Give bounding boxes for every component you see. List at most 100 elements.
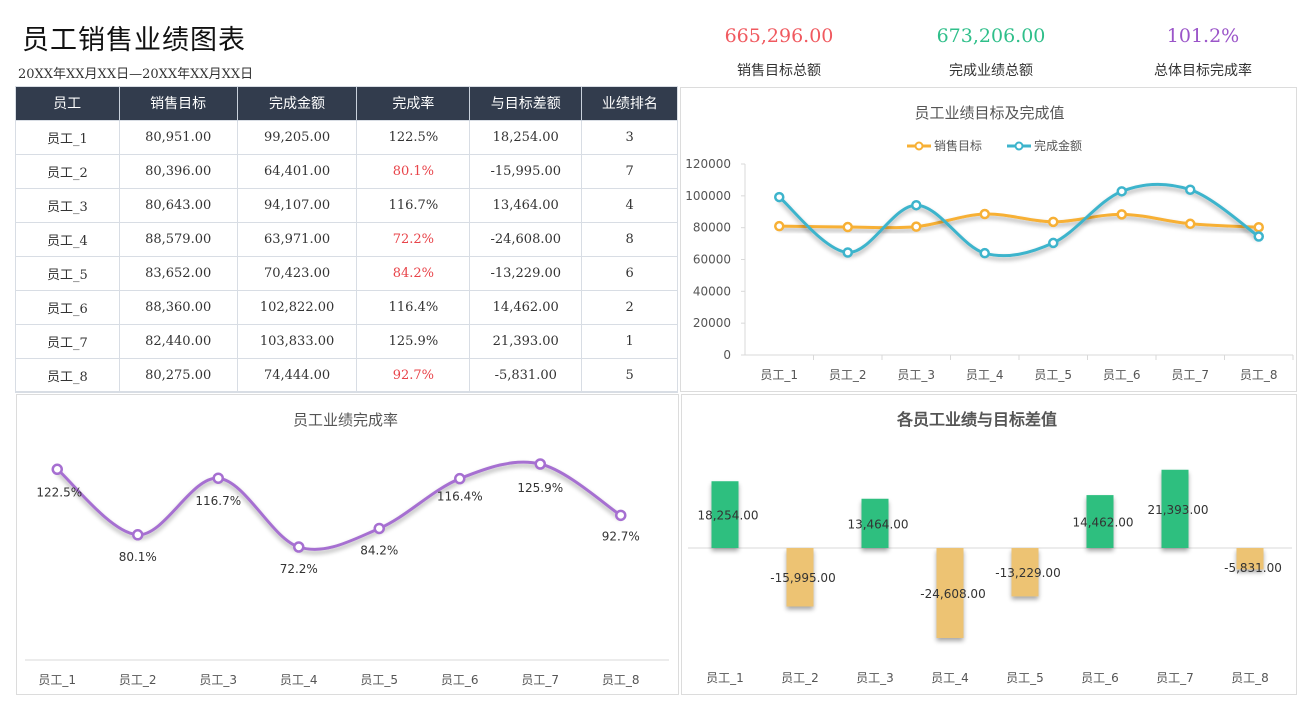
cell-target: 88,360.00 bbox=[118, 289, 238, 325]
data-point bbox=[1116, 186, 1127, 197]
table-row: 员工_3 80,643.00 94,107.00 116.7% 13,464.00 4 bbox=[15, 187, 678, 223]
data-point bbox=[979, 247, 990, 259]
data-label: -15,995.00 bbox=[770, 571, 835, 585]
kpi-value: 665,296.00 bbox=[724, 25, 834, 47]
cell-done: 64,401.00 bbox=[236, 153, 358, 189]
cell-rate: 125.9% bbox=[356, 323, 471, 359]
col-header-rank: 业绩排名 bbox=[581, 86, 678, 120]
table-row: 员工_1 80,951.00 99,205.00 122.5% 18,254.00 3 bbox=[15, 119, 678, 155]
cell-target: 83,652.00 bbox=[118, 255, 238, 291]
kpi-value: 101.2% bbox=[1166, 25, 1240, 47]
x-tick-label: 员工_7 bbox=[1171, 368, 1209, 382]
col-header-diff: 与目标差额 bbox=[469, 86, 583, 120]
data-label: 14,462.00 bbox=[1072, 516, 1133, 530]
table-header-row: 员工 销售目标 完成金额 完成率 与目标差额 业绩排名 bbox=[15, 86, 678, 120]
cell-rank: 3 bbox=[581, 119, 678, 155]
x-tick-label: 员工_6 bbox=[441, 673, 479, 687]
kpi-done-total: 673,206.00 完成业绩总额 bbox=[891, 25, 1091, 80]
data-point bbox=[534, 458, 546, 470]
cell-done: 70,423.00 bbox=[236, 255, 358, 291]
cell-employee: 员工_8 bbox=[15, 357, 120, 393]
cell-rank: 8 bbox=[581, 221, 678, 257]
x-tick-label: 员工_4 bbox=[931, 671, 969, 685]
data-label: 72.2% bbox=[280, 562, 318, 576]
table-row: 员工_8 80,275.00 74,444.00 92.7% -5,831.00 5 bbox=[15, 357, 678, 393]
bar-positive bbox=[711, 481, 739, 548]
data-label: 18,254.00 bbox=[697, 509, 758, 523]
x-tick-label: 员工_8 bbox=[1231, 671, 1269, 685]
data-point bbox=[132, 529, 144, 541]
x-tick-label: 员工_1 bbox=[38, 673, 76, 687]
bar-positive bbox=[861, 498, 889, 548]
data-point bbox=[373, 522, 385, 535]
chart-title: 各员工业绩与目标差值 bbox=[896, 410, 1057, 429]
data-label: 116.4% bbox=[437, 490, 483, 504]
bar-negative bbox=[1011, 548, 1039, 597]
data-label: -24,608.00 bbox=[920, 587, 985, 601]
col-header-employee: 员工 bbox=[15, 86, 120, 120]
x-tick-label: 员工_5 bbox=[1006, 671, 1044, 685]
cell-rank: 1 bbox=[581, 323, 678, 359]
bar-positive bbox=[1161, 469, 1189, 548]
cell-diff: 13,464.00 bbox=[469, 187, 583, 223]
x-tick-label: 员工_8 bbox=[1240, 368, 1278, 382]
kpi-label: 总体目标完成率 bbox=[1154, 63, 1252, 79]
legend-marker bbox=[1014, 141, 1024, 151]
data-point bbox=[615, 509, 627, 522]
data-label: 80.1% bbox=[119, 550, 157, 564]
x-tick-label: 员工_3 bbox=[897, 368, 935, 382]
page-title: 员工销售业绩图表 bbox=[22, 25, 246, 56]
cell-diff: 18,254.00 bbox=[469, 119, 583, 155]
data-point bbox=[774, 220, 785, 232]
completion-rate-chart-panel: 员工业绩完成率 员工_1 员工_2 员工_3 员工_4 员工_5 员工_6 员工_7 员工_8 1… bbox=[16, 394, 679, 695]
table-row: 员工_5 83,652.00 70,423.00 84.2% -13,229.00 6 bbox=[15, 255, 678, 291]
kpi-label: 销售目标总额 bbox=[737, 63, 821, 79]
cell-diff: -24,608.00 bbox=[469, 221, 583, 257]
col-header-target: 销售目标 bbox=[119, 86, 238, 120]
cell-employee: 员工_5 bbox=[15, 255, 120, 291]
data-point bbox=[1253, 231, 1264, 242]
x-tick-label: 员工_8 bbox=[602, 673, 640, 687]
col-header-rate: 完成率 bbox=[356, 86, 471, 120]
cell-employee: 员工_3 bbox=[15, 187, 120, 223]
table-row: 员工_6 88,360.00 102,822.00 116.4% 14,462.00 2 bbox=[15, 289, 678, 325]
series-line-target bbox=[779, 212, 1259, 230]
cell-rate: 92.7% bbox=[356, 357, 471, 393]
bar-negative bbox=[1236, 548, 1264, 570]
kpi-overall-rate: 101.2% 总体目标完成率 bbox=[1103, 25, 1301, 80]
y-tick-label: 60000 bbox=[693, 253, 731, 267]
cell-employee: 员工_4 bbox=[15, 221, 120, 257]
data-point bbox=[842, 247, 853, 258]
data-point bbox=[911, 199, 922, 211]
x-tick-label: 员工_3 bbox=[199, 673, 237, 687]
x-tick-label: 员工_7 bbox=[1156, 671, 1194, 685]
cell-target: 80,275.00 bbox=[118, 357, 238, 393]
table-row: 员工_7 82,440.00 103,833.00 125.9% 21,393.00 1 bbox=[15, 323, 678, 359]
x-tick-label: 员工_1 bbox=[706, 671, 744, 685]
cell-rate: 72.2% bbox=[356, 221, 471, 257]
data-point bbox=[1253, 221, 1264, 233]
y-tick-label: 120000 bbox=[685, 157, 731, 171]
cell-rate: 116.7% bbox=[356, 187, 471, 223]
data-point bbox=[212, 472, 224, 484]
x-tick-label: 员工_2 bbox=[781, 671, 819, 685]
kpi-label: 完成业绩总额 bbox=[949, 63, 1033, 79]
x-tick-label: 员工_6 bbox=[1103, 368, 1141, 382]
cell-rate: 122.5% bbox=[356, 119, 471, 155]
cell-rank: 2 bbox=[581, 289, 678, 325]
cell-employee: 员工_7 bbox=[15, 323, 120, 359]
data-label: 84.2% bbox=[360, 543, 398, 557]
data-point bbox=[293, 541, 305, 553]
data-point bbox=[911, 221, 922, 232]
cell-rate: 116.4% bbox=[356, 289, 471, 325]
cell-rate: 80.1% bbox=[356, 153, 471, 189]
bar-negative bbox=[786, 548, 814, 607]
x-tick-label: 员工_3 bbox=[856, 671, 894, 685]
cell-rank: 7 bbox=[581, 153, 678, 189]
y-tick-label: 0 bbox=[723, 348, 731, 362]
cell-diff: -5,831.00 bbox=[469, 357, 583, 393]
date-range: 20XX年XX月XX日—20XX年XX月XX日 bbox=[18, 67, 254, 82]
cell-target: 80,643.00 bbox=[118, 187, 238, 223]
data-label: -5,831.00 bbox=[1224, 561, 1282, 575]
x-tick-label: 员工_1 bbox=[760, 368, 798, 382]
